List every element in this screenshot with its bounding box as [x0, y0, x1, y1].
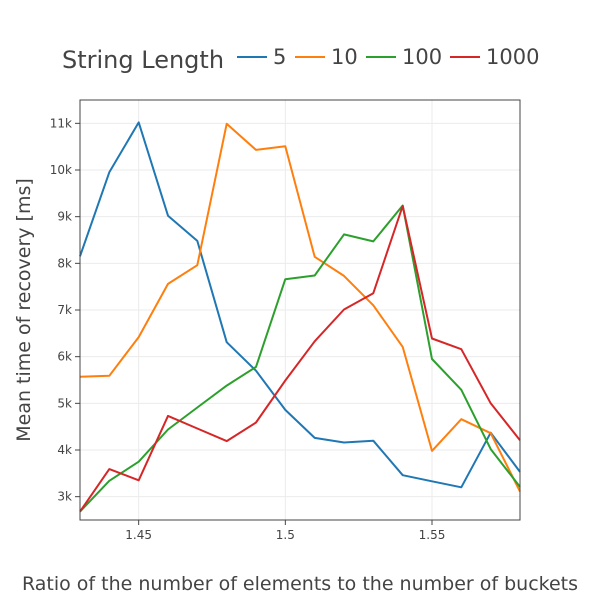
series-line-100	[79, 204, 521, 513]
y-tick-label: 10k	[50, 163, 72, 177]
y-axis-title: Mean time of recovery [ms]	[13, 178, 35, 442]
y-tick-label: 8k	[57, 256, 72, 270]
legend-label: 5	[273, 45, 286, 69]
series-line-5	[79, 121, 521, 489]
series-layer	[79, 121, 521, 513]
y-tick-label: 6k	[57, 350, 72, 364]
legend-item-100[interactable]: 100	[366, 45, 442, 69]
x-tick-label: 1.5	[276, 528, 295, 542]
y-tick-label: 11k	[50, 116, 72, 130]
x-tick-label: 1.45	[125, 528, 152, 542]
legend-item-5[interactable]: 5	[237, 45, 286, 69]
legend-label: 1000	[486, 45, 539, 69]
x-tick-label: 1.55	[419, 528, 446, 542]
legend-title: String Length	[62, 46, 224, 74]
legend-label: 10	[331, 45, 358, 69]
series-10	[79, 122, 521, 492]
x-axis-ticks: 1.45 1.5 1.55	[125, 520, 445, 542]
legend-label: 100	[402, 45, 442, 69]
legend: String Length 5 10 100 1000	[62, 45, 539, 74]
legend-item-10[interactable]: 10	[295, 45, 358, 69]
y-axis-ticks: 3k 4k 5k 6k 7k 8k 9k 10k 11k	[50, 116, 80, 504]
y-tick-label: 5k	[57, 396, 72, 410]
legend-item-1000[interactable]: 1000	[450, 45, 539, 69]
y-tick-label: 7k	[57, 303, 72, 317]
y-tick-label: 4k	[57, 443, 72, 457]
series-line-1000	[79, 204, 521, 513]
y-tick-label: 3k	[57, 490, 72, 504]
y-tick-label: 9k	[57, 210, 72, 224]
x-axis-title: Ratio of the number of elements to the n…	[22, 573, 578, 595]
series-line-10	[79, 122, 521, 492]
